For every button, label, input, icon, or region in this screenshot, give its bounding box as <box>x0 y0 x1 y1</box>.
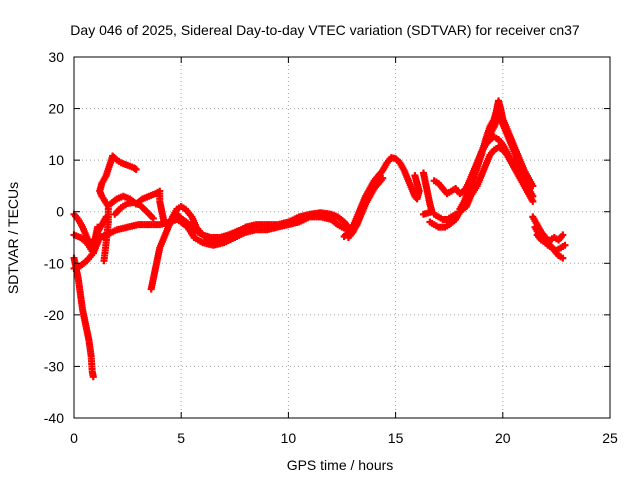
series-track-s <box>533 231 567 247</box>
y-tick-label: -10 <box>44 255 64 271</box>
x-tick-label: 10 <box>281 430 297 446</box>
plot-frame <box>73 56 611 419</box>
x-tick-label: 15 <box>388 430 404 446</box>
data-point <box>89 373 97 381</box>
data-point <box>149 214 157 222</box>
series-track-e <box>96 152 140 265</box>
y-tick-labels: 30 20 10 0 -10 -20 -30 -40 <box>44 49 64 426</box>
data-point <box>132 165 140 173</box>
data-point <box>411 172 419 180</box>
series-track-i <box>173 210 250 241</box>
y-tick-label: -30 <box>44 358 64 374</box>
data-point <box>529 192 537 200</box>
chart-title: Day 046 of 2025, Sidereal Day-to-day VTE… <box>70 22 580 38</box>
series-track-p <box>464 112 524 187</box>
x-tick-label: 20 <box>495 430 511 446</box>
data-point <box>419 210 427 218</box>
y-tick-label: -40 <box>44 410 64 426</box>
series-track-g <box>111 198 157 222</box>
x-tick-label: 0 <box>70 430 78 446</box>
y-tick-label: 30 <box>48 49 64 65</box>
data-point <box>160 218 168 226</box>
x-tick-labels: 0 5 10 15 20 25 <box>70 430 618 446</box>
x-tick-label: 5 <box>177 430 185 446</box>
y-tick-label: 20 <box>48 101 64 117</box>
series-track-k <box>344 174 387 241</box>
data-points <box>70 97 569 381</box>
data-point <box>242 224 250 232</box>
tick-marks <box>73 56 611 419</box>
y-tick-label: 10 <box>48 152 64 168</box>
data-point <box>559 254 567 262</box>
series-track-t <box>430 210 460 223</box>
data-point <box>529 182 537 190</box>
data-point <box>379 174 387 182</box>
y-axis-label: SDTVAR / TECUs <box>5 182 21 294</box>
data-point <box>559 231 567 239</box>
y-tick-label: 0 <box>56 204 64 220</box>
data-point <box>452 210 460 218</box>
y-tick-label: -20 <box>44 307 64 323</box>
data-point <box>516 161 524 169</box>
series-track-l <box>419 169 436 218</box>
data-point <box>561 241 569 249</box>
x-tick-label: 25 <box>602 430 618 446</box>
x-axis-label: GPS time / hours <box>287 457 394 473</box>
